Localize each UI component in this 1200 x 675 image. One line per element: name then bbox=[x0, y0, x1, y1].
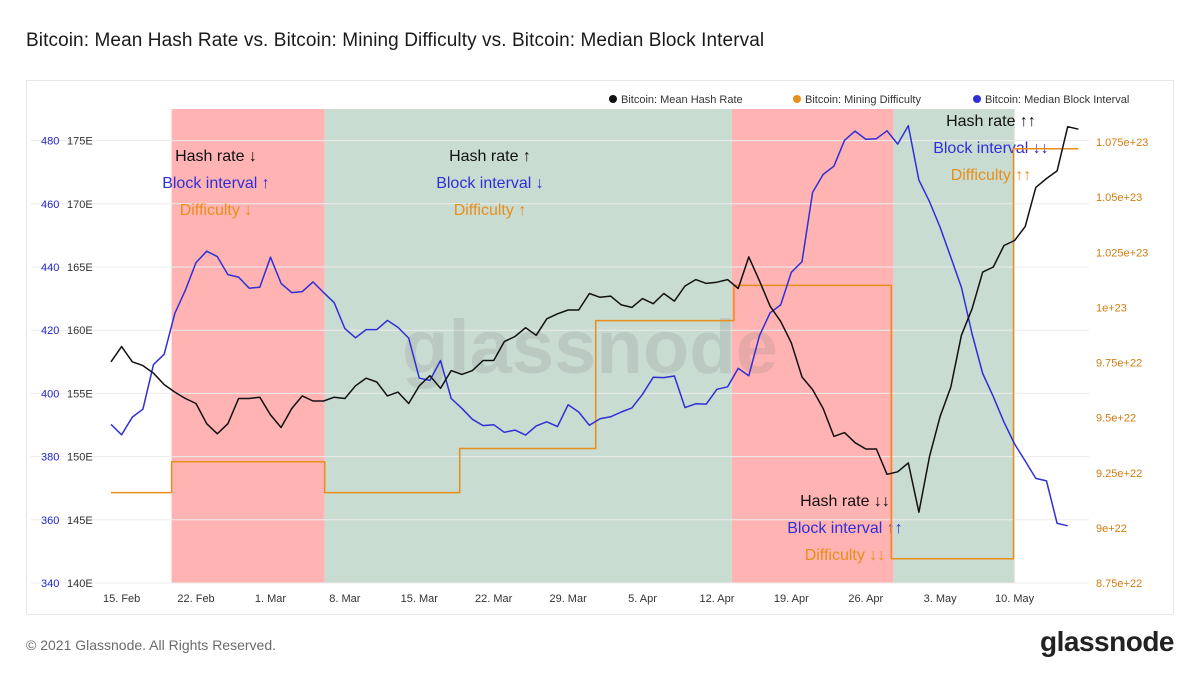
region-green-2 bbox=[324, 109, 732, 583]
legend-item-label: Bitcoin: Median Block Interval bbox=[985, 94, 1129, 106]
legend-item-label: Bitcoin: Mining Difficulty bbox=[805, 94, 921, 106]
x-tick-label: 22. Mar bbox=[475, 593, 513, 605]
x-tick-label: 8. Mar bbox=[329, 593, 361, 605]
x-tick-label: 10. May bbox=[995, 593, 1035, 605]
y-tick-difficulty: 9.5e+22 bbox=[1096, 413, 1136, 425]
x-tick-label: 15. Mar bbox=[401, 593, 439, 605]
legend-marker bbox=[793, 95, 801, 103]
legend-item-label: Bitcoin: Mean Hash Rate bbox=[621, 94, 743, 106]
y-tick-block-interval: 420 bbox=[41, 325, 59, 337]
region-label: Block interval ↑ bbox=[162, 175, 270, 192]
region-label: Difficulty ↑ bbox=[454, 202, 527, 219]
region-label: Hash rate ↓↓ bbox=[800, 493, 890, 510]
glassnode-logo[interactable]: glassnode bbox=[1040, 626, 1174, 657]
x-tick-label: 12. Apr bbox=[700, 593, 735, 605]
region-red-1 bbox=[171, 109, 325, 583]
copyright-text: © 2021 Glassnode. All Rights Reserved. bbox=[26, 637, 277, 653]
region-label: Hash rate ↓ bbox=[175, 148, 257, 165]
x-tick-label: 3. May bbox=[924, 593, 958, 605]
y-tick-block-interval: 400 bbox=[41, 388, 59, 400]
y-tick-difficulty: 1e+23 bbox=[1096, 302, 1127, 314]
legend-marker bbox=[609, 95, 617, 103]
region-red-3 bbox=[731, 109, 894, 583]
y-tick-difficulty: 1.025e+23 bbox=[1096, 247, 1148, 259]
y-tick-block-interval: 460 bbox=[41, 199, 59, 211]
legend: Bitcoin: Mean Hash Rate Bitcoin: Mining D… bbox=[609, 94, 1129, 106]
y-tick-hash-rate: 165E bbox=[67, 262, 93, 274]
y-tick-difficulty: 1.05e+23 bbox=[1096, 192, 1142, 204]
x-tick-label: 19. Apr bbox=[774, 593, 809, 605]
x-tick-label: 26. Apr bbox=[848, 593, 883, 605]
difficulty-line bbox=[111, 147, 1079, 560]
y-tick-block-interval: 380 bbox=[41, 452, 59, 464]
x-tick-label: 5. Apr bbox=[628, 593, 657, 605]
y-tick-hash-rate: 150E bbox=[67, 452, 93, 464]
y-tick-difficulty: 1.075e+23 bbox=[1096, 137, 1148, 149]
region-label: Block interval ↓ bbox=[436, 175, 544, 192]
x-tick-label: 1. Mar bbox=[255, 593, 287, 605]
y-tick-block-interval: 480 bbox=[41, 136, 59, 148]
y-tick-block-interval: 340 bbox=[41, 578, 59, 590]
region-label: Hash rate ↑↑ bbox=[946, 113, 1036, 130]
y-tick-block-interval: 440 bbox=[41, 262, 59, 274]
region-label: Difficulty ↓↓ bbox=[805, 547, 886, 564]
x-tick-label: 15. Feb bbox=[103, 593, 140, 605]
chart: glassnode Hash rate ↓ Block interval ↑ Diff… bbox=[31, 94, 1148, 605]
y-tick-hash-rate: 140E bbox=[67, 578, 93, 590]
y-tick-difficulty: 8.75e+22 bbox=[1096, 578, 1142, 590]
y-tick-hash-rate: 145E bbox=[67, 515, 93, 527]
hash-rate-line bbox=[110, 125, 1079, 513]
region-label: Block interval ↓↓ bbox=[933, 140, 1049, 157]
x-tick-label: 29. Mar bbox=[549, 593, 587, 605]
chart-frame: glassnode Hash rate ↓ Block interval ↑ Diff… bbox=[26, 80, 1174, 615]
region-label: Difficulty ↑↑ bbox=[951, 167, 1032, 184]
y-tick-hash-rate: 175E bbox=[67, 136, 93, 148]
region-label: Hash rate ↑ bbox=[449, 148, 531, 165]
region-label: Difficulty ↓ bbox=[180, 202, 253, 219]
region-label: Block interval ↑↑ bbox=[787, 520, 903, 537]
region-green-4 bbox=[893, 109, 1015, 583]
y-tick-difficulty: 9.25e+22 bbox=[1096, 468, 1142, 480]
y-tick-hash-rate: 160E bbox=[67, 325, 93, 337]
y-tick-difficulty: 9e+22 bbox=[1096, 523, 1127, 535]
y-tick-hash-rate: 155E bbox=[67, 388, 93, 400]
y-tick-block-interval: 360 bbox=[41, 515, 59, 527]
block-interval-line bbox=[110, 124, 1068, 527]
page-title: Bitcoin: Mean Hash Rate vs. Bitcoin: Min… bbox=[26, 30, 765, 51]
y-tick-difficulty: 9.75e+22 bbox=[1096, 358, 1142, 370]
y-tick-hash-rate: 170E bbox=[67, 199, 93, 211]
legend-marker bbox=[973, 95, 981, 103]
x-tick-label: 22. Feb bbox=[177, 593, 214, 605]
watermark: glassnode bbox=[402, 305, 778, 390]
